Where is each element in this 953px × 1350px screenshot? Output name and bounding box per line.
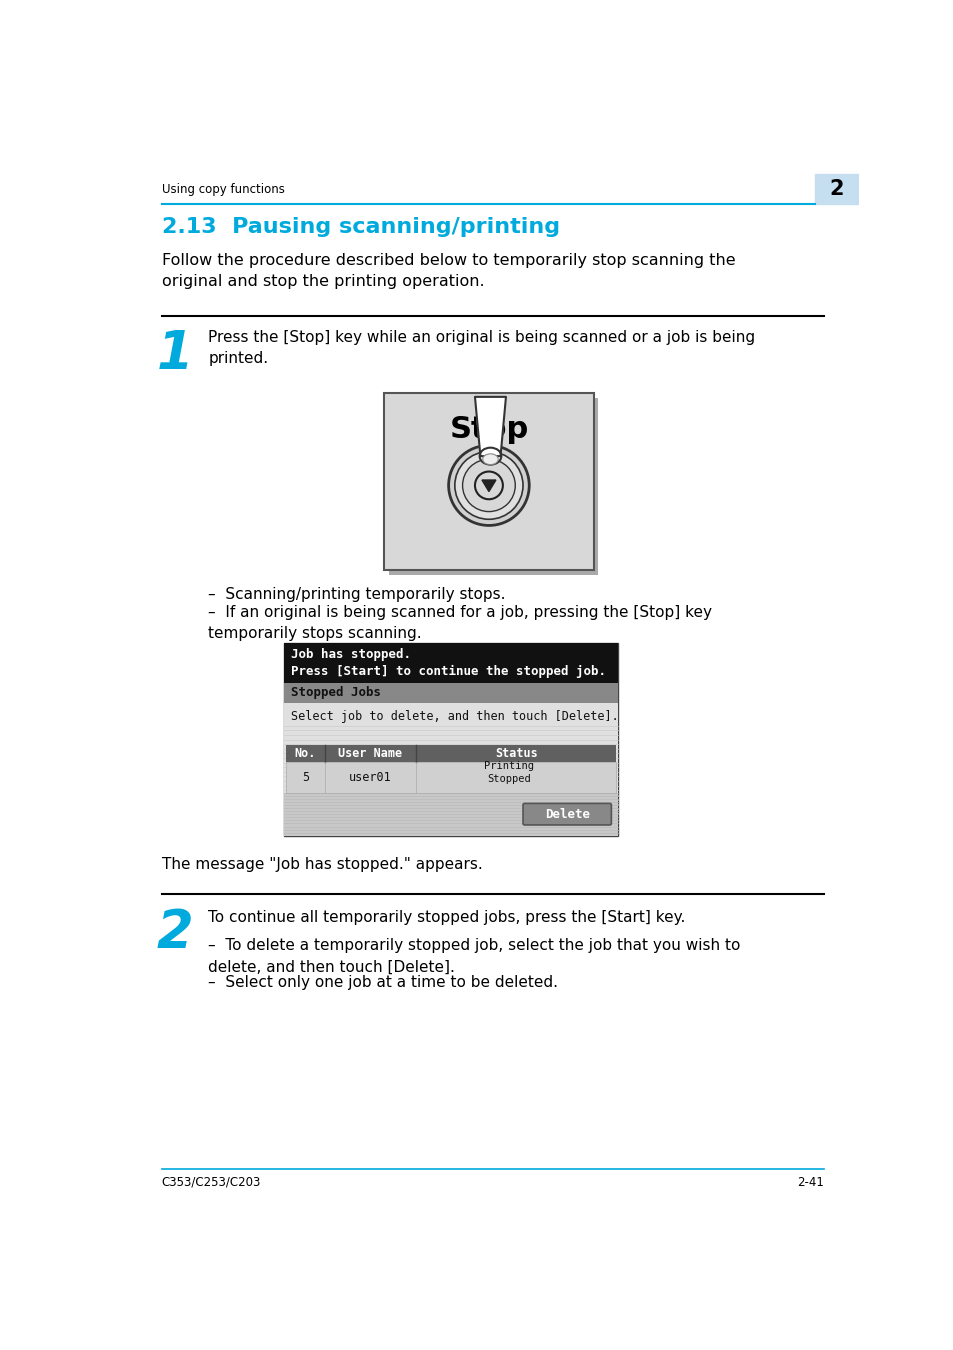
Text: Press the [Stop] key while an original is being scanned or a job is being
printe: Press the [Stop] key while an original i… — [208, 329, 755, 366]
Text: Stopped Jobs: Stopped Jobs — [291, 686, 380, 699]
Bar — [284, 683, 617, 702]
Text: Printing
Stopped: Printing Stopped — [483, 761, 534, 784]
Text: Select job to delete, and then touch [Delete].: Select job to delete, and then touch [De… — [291, 710, 618, 722]
Text: 2: 2 — [829, 180, 843, 198]
Text: 5: 5 — [301, 771, 309, 784]
Polygon shape — [475, 397, 505, 456]
Text: –  To delete a temporarily stopped job, select the job that you wish to
delete, : – To delete a temporarily stopped job, s… — [208, 938, 740, 975]
Text: Delete: Delete — [544, 807, 589, 821]
Bar — [389, 398, 598, 575]
Text: Stop: Stop — [449, 416, 528, 444]
Text: To continue all temporarily stopped jobs, press the [Start] key.: To continue all temporarily stopped jobs… — [208, 910, 685, 925]
Text: 2.13  Pausing scanning/printing: 2.13 Pausing scanning/printing — [162, 217, 559, 238]
Bar — [284, 643, 617, 683]
FancyBboxPatch shape — [522, 803, 611, 825]
Ellipse shape — [479, 448, 500, 464]
Circle shape — [455, 451, 522, 520]
Text: Using copy functions: Using copy functions — [162, 184, 284, 196]
Text: The message "Job has stopped." appears.: The message "Job has stopped." appears. — [162, 857, 482, 872]
Bar — [384, 393, 593, 570]
Bar — [815, 174, 858, 204]
Text: Job has stopped.: Job has stopped. — [291, 648, 410, 660]
Text: –  Scanning/printing temporarily stops.: – Scanning/printing temporarily stops. — [208, 587, 505, 602]
Bar — [284, 702, 617, 836]
Bar — [286, 745, 616, 761]
Bar — [284, 643, 617, 836]
Text: Press [Start] to continue the stopped job.: Press [Start] to continue the stopped jo… — [291, 664, 605, 678]
Bar — [284, 792, 617, 836]
Text: 2: 2 — [156, 907, 193, 960]
Ellipse shape — [482, 454, 497, 464]
Text: Status: Status — [495, 747, 537, 760]
Text: user01: user01 — [349, 771, 392, 784]
Text: No.: No. — [294, 747, 315, 760]
Text: C353/C253/C203: C353/C253/C203 — [162, 1176, 261, 1189]
Text: –  Select only one job at a time to be deleted.: – Select only one job at a time to be de… — [208, 975, 558, 990]
Circle shape — [462, 459, 515, 512]
Bar — [286, 761, 616, 792]
Circle shape — [448, 446, 529, 525]
Polygon shape — [481, 481, 496, 491]
Text: –  If an original is being scanned for a job, pressing the [Stop] key
temporaril: – If an original is being scanned for a … — [208, 605, 712, 641]
Text: 1: 1 — [156, 328, 193, 379]
Text: Follow the procedure described below to temporarily stop scanning the
original a: Follow the procedure described below to … — [162, 252, 735, 289]
Text: User Name: User Name — [338, 747, 402, 760]
Text: 2-41: 2-41 — [797, 1176, 823, 1189]
